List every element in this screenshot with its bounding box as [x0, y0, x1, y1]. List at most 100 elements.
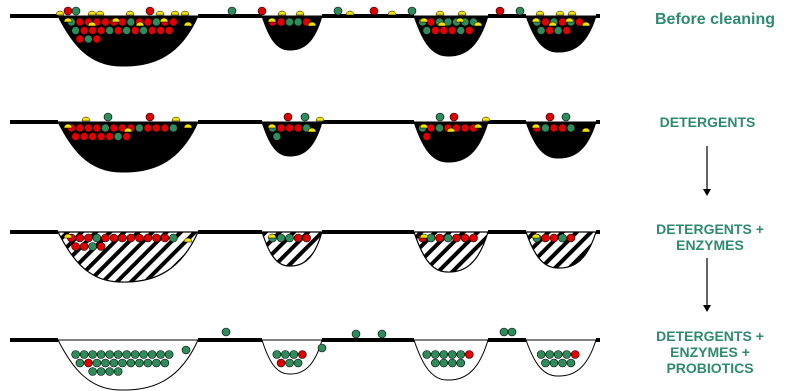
yellow-microbe — [81, 116, 91, 122]
yellow-microbe — [435, 10, 445, 16]
red-microbe — [96, 132, 106, 141]
red-microbe — [79, 26, 89, 35]
green-microbe — [96, 350, 106, 359]
red-microbe — [460, 123, 470, 133]
surface-line — [488, 120, 526, 124]
yellow-microbe — [180, 10, 190, 16]
red-microbe — [545, 26, 555, 35]
pit-0-3 — [525, 15, 597, 53]
red-microbe — [113, 26, 123, 35]
surface-line — [488, 338, 526, 342]
red-microbe — [79, 242, 89, 251]
green-microbe — [181, 345, 191, 355]
red-microbe — [369, 6, 379, 16]
green-microbe — [439, 350, 449, 359]
yellow-microbe — [267, 17, 277, 23]
red-microbe — [541, 233, 550, 243]
red-microbe — [88, 132, 97, 141]
yellow-microbe — [455, 17, 465, 23]
green-microbe — [105, 26, 114, 35]
green-microbe — [160, 358, 170, 368]
green-microbe — [113, 367, 123, 376]
red-microbe — [63, 6, 73, 16]
green-microbe — [422, 26, 432, 35]
red-microbe — [283, 112, 293, 122]
surface-line — [198, 120, 262, 124]
surface-line — [10, 338, 58, 342]
pit-0-2 — [413, 15, 489, 57]
green-microbe — [113, 132, 123, 141]
green-microbe — [71, 6, 81, 16]
red-microbe — [469, 233, 478, 243]
green-microbe — [139, 26, 148, 35]
red-microbe — [79, 132, 89, 141]
green-microbe — [71, 26, 80, 35]
yellow-microbe — [87, 10, 97, 16]
pit-1-2 — [413, 121, 489, 163]
green-microbe — [118, 358, 127, 368]
red-microbe — [302, 233, 311, 243]
green-microbe — [92, 358, 102, 368]
yellow-microbe — [183, 237, 193, 243]
green-microbe — [536, 26, 546, 35]
green-microbe — [566, 358, 576, 368]
red-microbe — [156, 26, 165, 35]
green-microbe — [435, 112, 445, 122]
pit-0-0 — [57, 15, 199, 67]
yellow-microbe — [307, 21, 317, 27]
red-microbe — [452, 233, 461, 243]
surface-line — [10, 230, 58, 234]
red-microbe — [145, 112, 155, 122]
red-microbe — [575, 17, 584, 27]
surface-line — [198, 14, 262, 18]
red-microbe — [276, 123, 286, 133]
green-microbe — [435, 123, 444, 133]
red-microbe — [257, 6, 267, 16]
green-microbe — [126, 17, 136, 27]
yellow-microbe — [267, 123, 277, 129]
pit-1-1 — [261, 121, 323, 157]
green-microbe — [499, 327, 509, 337]
pit-2-3 — [525, 231, 597, 269]
red-microbe — [109, 123, 119, 133]
yellow-microbe — [581, 127, 591, 133]
green-microbe — [281, 350, 290, 359]
red-microbe — [84, 358, 93, 368]
green-microbe — [566, 123, 576, 133]
red-microbe — [135, 233, 144, 243]
yellow-microbe — [419, 233, 429, 239]
green-microbe — [135, 123, 144, 133]
pit-1-0 — [57, 121, 199, 173]
red-microbe — [464, 26, 474, 35]
pit-3-2 — [413, 339, 489, 381]
red-microbe — [276, 358, 286, 368]
green-microbe — [113, 350, 123, 359]
green-microbe — [227, 6, 237, 16]
green-microbe — [272, 132, 282, 141]
yellow-microbe — [555, 10, 565, 16]
red-microbe — [71, 242, 80, 251]
red-microbe — [422, 132, 432, 141]
red-microbe — [298, 350, 307, 359]
yellow-microbe — [345, 10, 355, 16]
red-microbe — [92, 34, 102, 44]
red-microbe — [464, 350, 474, 359]
yellow-microbe — [159, 17, 169, 23]
stage-row-1 — [10, 112, 600, 173]
red-microbe — [75, 123, 85, 133]
surface-line — [322, 230, 414, 234]
red-microbe — [545, 112, 555, 122]
arrow-down-icon — [703, 258, 711, 312]
surface-line — [322, 338, 414, 342]
green-microbe — [276, 233, 286, 243]
red-microbe — [105, 132, 114, 141]
red-microbe — [101, 233, 110, 243]
yellow-microbe — [170, 10, 180, 16]
red-microbe — [276, 17, 286, 27]
surface-line — [10, 14, 58, 18]
green-microbe — [541, 123, 550, 133]
red-microbe — [122, 132, 131, 141]
green-microbe — [456, 358, 466, 368]
yellow-microbe — [63, 233, 73, 239]
